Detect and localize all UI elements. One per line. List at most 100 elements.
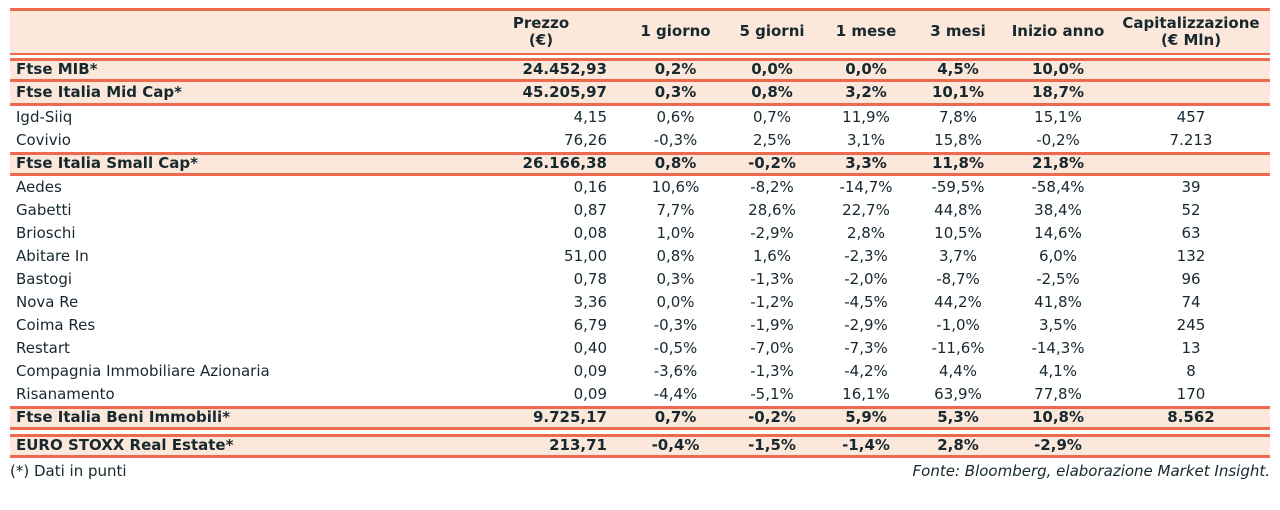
header-1-mese: 1 mese [835, 22, 897, 41]
row-5-giorni: 2,5% [752, 130, 792, 149]
row-cap: 245 [1176, 315, 1206, 334]
row-1-mese: 2,8% [846, 223, 886, 242]
row-1-giorno: -0,3% [653, 315, 698, 334]
row-1-mese: 11,9% [842, 107, 890, 126]
row-name: Nova Re [16, 292, 79, 311]
row-1-mese: -2,0% [844, 269, 888, 288]
table-row-nova-re: Nova Re 3,36 0,0% -1,2% -4,5% 44,2% 41,8… [10, 291, 1270, 314]
row-1-giorno: 0,3% [654, 82, 697, 101]
header-price-unit: (€) [528, 31, 554, 49]
row-inizio-anno: 38,4% [1034, 200, 1082, 219]
row-5-giorni: 28,6% [748, 200, 796, 219]
row-3-mesi: 5,3% [937, 408, 979, 427]
row-name: Ftse Italia Beni Immobili* [16, 408, 231, 427]
row-1-giorno: -0,4% [651, 436, 700, 455]
row-3-mesi: 10,5% [934, 223, 982, 242]
row-1-mese: 5,9% [845, 408, 887, 427]
row-3-mesi: -8,7% [936, 269, 980, 288]
table-row-aedes: Aedes 0,16 10,6% -8,2% -14,7% -59,5% -58… [10, 176, 1270, 199]
table-row-ftse-mid-cap: Ftse Italia Mid Cap* 45.205,97 0,3% 0,8%… [10, 82, 1270, 106]
row-3-mesi: 4,4% [938, 361, 978, 380]
row-name: Ftse Italia Mid Cap* [16, 82, 182, 101]
row-price: 3,36 [573, 292, 607, 311]
row-1-mese: 22,7% [842, 200, 890, 219]
row-1-giorno: 0,8% [654, 154, 697, 173]
header-3-mesi: 3 mesi [930, 22, 986, 41]
row-name: Gabetti [16, 200, 72, 219]
row-5-giorni: 0,7% [752, 107, 792, 126]
row-name: Ftse MIB* [16, 60, 98, 79]
row-5-giorni: -8,2% [750, 177, 794, 196]
table-row-bastogi: Bastogi 0,78 0,3% -1,3% -2,0% -8,7% -2,5… [10, 268, 1270, 291]
row-name: Brioschi [16, 223, 76, 242]
row-name: Risanamento [16, 384, 115, 403]
row-price: 26.166,38 [522, 154, 607, 173]
row-1-mese: -1,4% [842, 436, 890, 455]
row-3-mesi: 63,9% [934, 384, 982, 403]
row-1-giorno: 0,0% [656, 292, 695, 311]
row-price: 0,87 [573, 200, 607, 219]
row-name: Compagnia Immobiliare Azionaria [16, 361, 270, 380]
row-3-mesi: 4,5% [937, 60, 979, 79]
row-3-mesi: 11,8% [931, 154, 985, 173]
row-3-mesi: 3,7% [938, 246, 978, 265]
row-5-giorni: -1,3% [750, 269, 794, 288]
row-3-mesi: -11,6% [931, 338, 985, 357]
row-inizio-anno: 3,5% [1038, 315, 1078, 334]
source-attribution: Fonte: Bloomberg, elaborazione Market In… [912, 462, 1270, 480]
header-inizio-anno: Inizio anno [1011, 22, 1105, 41]
row-cap: 52 [1181, 200, 1201, 219]
table-row-ftse-mib: Ftse MIB* 24.452,93 0,2% 0,0% 0,0% 4,5% … [10, 58, 1270, 82]
row-1-mese: -7,3% [844, 338, 888, 357]
row-inizio-anno: 10,0% [1031, 60, 1085, 79]
row-1-giorno: 1,0% [656, 223, 695, 242]
row-name: Ftse Italia Small Cap* [16, 154, 199, 173]
row-name: Coima Res [16, 315, 96, 334]
row-name: EURO STOXX Real Estate* [16, 436, 234, 455]
row-3-mesi: 44,2% [934, 292, 982, 311]
row-1-giorno: 0,6% [656, 107, 695, 126]
row-1-mese: 3,3% [845, 154, 887, 173]
row-inizio-anno: 6,0% [1038, 246, 1078, 265]
row-3-mesi: 10,1% [931, 82, 985, 101]
row-inizio-anno: -58,4% [1031, 177, 1085, 196]
row-inizio-anno: -2,9% [1034, 436, 1082, 455]
row-price: 0,09 [573, 384, 607, 403]
row-1-giorno: 0,2% [654, 60, 697, 79]
row-1-mese: -14,7% [839, 177, 893, 196]
row-1-mese: 3,1% [846, 130, 886, 149]
row-3-mesi: 15,8% [934, 130, 982, 149]
footnote-dati-in-punti: (*) Dati in punti [10, 462, 127, 480]
row-price: 76,26 [564, 130, 607, 149]
row-name: Igd-Siiq [16, 107, 73, 126]
row-price: 4,15 [573, 107, 607, 126]
table-row-brioschi: Brioschi 0,08 1,0% -2,9% 2,8% 10,5% 14,6… [10, 222, 1270, 245]
row-cap: 8 [1186, 361, 1196, 380]
table-row-restart: Restart 0,40 -0,5% -7,0% -7,3% -11,6% -1… [10, 337, 1270, 360]
row-price: 51,00 [564, 246, 607, 265]
row-3-mesi: -59,5% [931, 177, 985, 196]
row-inizio-anno: -14,3% [1031, 338, 1085, 357]
table-footer: (*) Dati in punti Fonte: Bloomberg, elab… [10, 458, 1270, 480]
row-price: 0,09 [573, 361, 607, 380]
row-cap: 8.562 [1167, 408, 1215, 427]
row-cap: 96 [1181, 269, 1201, 288]
row-1-mese: -4,5% [844, 292, 888, 311]
row-name: Restart [16, 338, 70, 357]
row-cap: 457 [1176, 107, 1206, 126]
row-5-giorni: 0,8% [751, 82, 793, 101]
row-3-mesi: 44,8% [934, 200, 982, 219]
row-1-giorno: -4,4% [653, 384, 698, 403]
row-1-mese: 16,1% [842, 384, 890, 403]
row-5-giorni: -7,0% [750, 338, 794, 357]
table-row-gabetti: Gabetti 0,87 7,7% 28,6% 22,7% 44,8% 38,4… [10, 199, 1270, 222]
table-row-ftse-beni-immobili: Ftse Italia Beni Immobili* 9.725,17 0,7%… [10, 406, 1270, 430]
header-cap-label: Capitalizzazione [1122, 13, 1260, 32]
table-row-compagnia-immobiliare: Compagnia Immobiliare Azionaria 0,09 -3,… [10, 360, 1270, 383]
stocks-table: Prezzo (€) 1 giorno 5 giorni 1 mese 3 mes… [10, 8, 1270, 458]
row-cap: 63 [1181, 223, 1201, 242]
row-5-giorni: -1,2% [750, 292, 794, 311]
row-inizio-anno: 10,8% [1031, 408, 1085, 427]
row-inizio-anno: -0,2% [1036, 130, 1080, 149]
row-1-mese: 0,0% [845, 60, 887, 79]
